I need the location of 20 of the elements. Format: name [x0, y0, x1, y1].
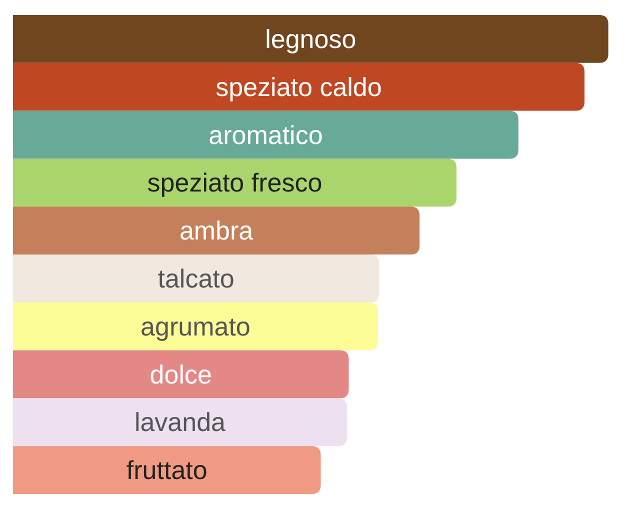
bar: [13, 350, 349, 398]
bar: [13, 62, 584, 111]
bar: [13, 110, 518, 159]
bar: [13, 206, 420, 254]
bar: [13, 398, 347, 446]
y-tick-label: lavanda: [134, 407, 226, 438]
y-tick-label: talcato: [158, 263, 234, 294]
bar: [13, 158, 456, 207]
bar: [13, 254, 380, 302]
y-tick-label: speziato fresco: [147, 168, 322, 198]
y-tick-label: dolce: [150, 359, 212, 390]
y-tick-label: speziato caldo: [216, 72, 382, 102]
bar: [13, 302, 378, 350]
y-tick-label: agrumato: [140, 311, 250, 342]
y-tick-label: legnoso: [265, 24, 356, 54]
bar: [13, 15, 608, 63]
y-tick-label: ambra: [179, 216, 254, 246]
y-tick-label: fruttato: [126, 455, 208, 486]
bar: [13, 446, 321, 494]
y-tick-label: aromatico: [208, 120, 323, 150]
